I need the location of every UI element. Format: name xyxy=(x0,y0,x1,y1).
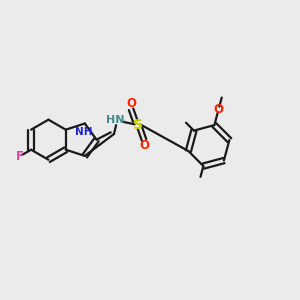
Text: F: F xyxy=(16,150,24,163)
Text: O: O xyxy=(139,139,149,152)
Text: NH: NH xyxy=(75,127,92,137)
Text: HN: HN xyxy=(106,115,124,125)
Text: O: O xyxy=(126,97,136,110)
Text: O: O xyxy=(214,103,224,116)
Text: S: S xyxy=(133,118,142,132)
